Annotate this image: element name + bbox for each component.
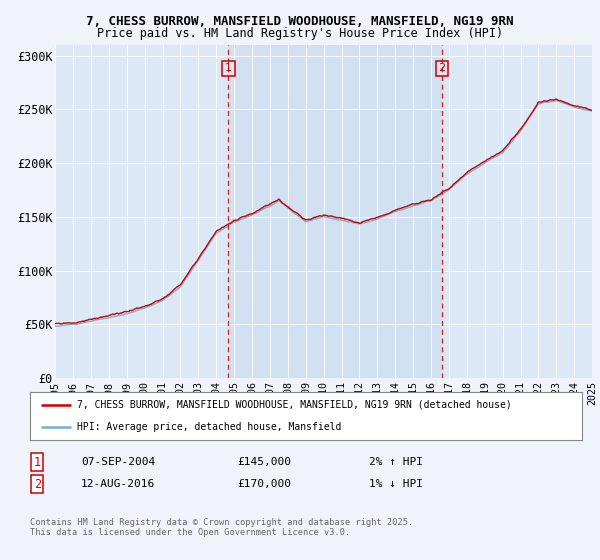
Text: Contains HM Land Registry data © Crown copyright and database right 2025.
This d: Contains HM Land Registry data © Crown c… [30,518,413,538]
Text: £145,000: £145,000 [237,457,291,467]
Text: 07-SEP-2004: 07-SEP-2004 [81,457,155,467]
Text: 1: 1 [34,455,41,469]
Text: 2: 2 [34,478,41,491]
Text: Price paid vs. HM Land Registry's House Price Index (HPI): Price paid vs. HM Land Registry's House … [97,27,503,40]
Text: HPI: Average price, detached house, Mansfield: HPI: Average price, detached house, Mans… [77,422,341,432]
Text: 2: 2 [439,63,446,73]
Text: 7, CHESS BURROW, MANSFIELD WOODHOUSE, MANSFIELD, NG19 9RN: 7, CHESS BURROW, MANSFIELD WOODHOUSE, MA… [86,15,514,28]
Text: 1% ↓ HPI: 1% ↓ HPI [369,479,423,489]
Text: 1: 1 [225,63,232,73]
Text: 7, CHESS BURROW, MANSFIELD WOODHOUSE, MANSFIELD, NG19 9RN (detached house): 7, CHESS BURROW, MANSFIELD WOODHOUSE, MA… [77,400,512,410]
Text: 2% ↑ HPI: 2% ↑ HPI [369,457,423,467]
Bar [229,45,442,378]
Text: £170,000: £170,000 [237,479,291,489]
Text: 12-AUG-2016: 12-AUG-2016 [81,479,155,489]
